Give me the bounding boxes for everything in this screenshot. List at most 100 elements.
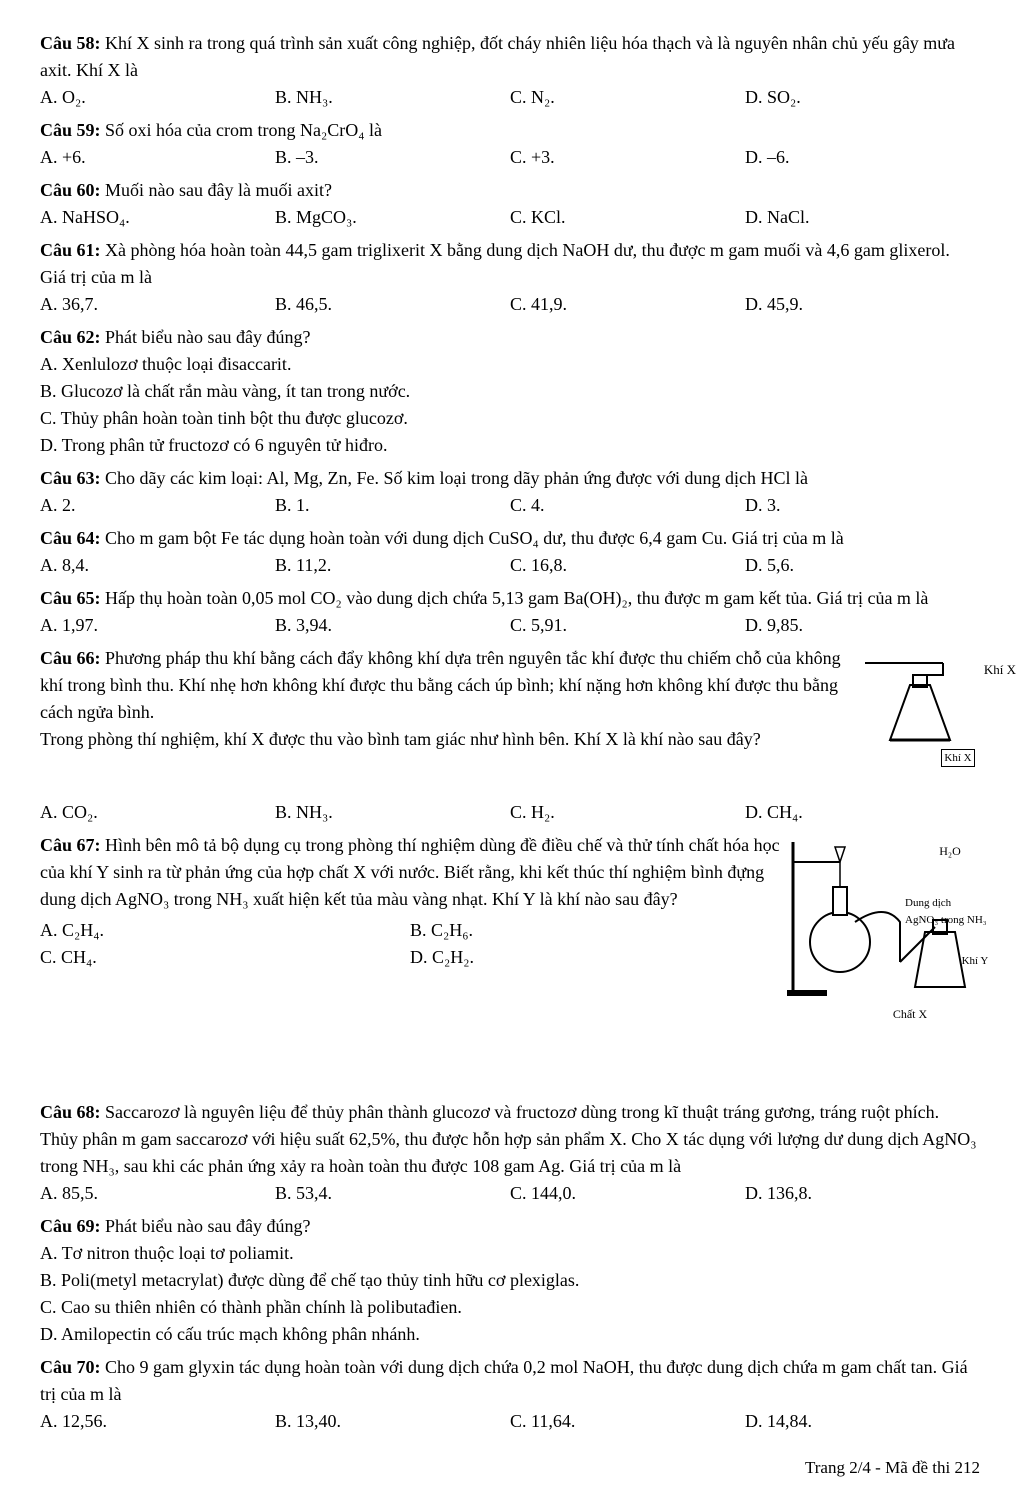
question-67: Câu 67: Hình bên mô tả bộ dụng cụ trong …	[40, 832, 980, 1093]
q67-opt-a: A. C₂H₄.	[40, 917, 410, 944]
q65-stem: Hấp thụ hoàn toàn 0,05 mol CO₂ vào dung …	[101, 588, 929, 608]
q64-options: A. 8,4. B. 11,2. C. 16,8. D. 5,6.	[40, 552, 980, 579]
q67-opt-b: B. C₂H₆.	[410, 917, 780, 944]
q70-opt-d: D. 14,84.	[745, 1408, 980, 1435]
q63-opt-c: C. 4.	[510, 492, 745, 519]
q67-label-h2o: H₂O	[850, 842, 1020, 860]
q68-options: A. 85,5. B. 53,4. C. 144,0. D. 136,8.	[40, 1180, 980, 1207]
q66-figure: Khí X Khí X	[860, 645, 980, 799]
q67-label-sol1: Dung dịch	[905, 897, 951, 909]
q60-opt-d: D. NaCl.	[745, 204, 980, 231]
q62-stem: Phát biểu nào sau đây đúng?	[101, 327, 311, 347]
q66-opt-c: C. H₂.	[510, 799, 745, 826]
q70-opt-b: B. 13,40.	[275, 1408, 510, 1435]
q66-opt-a: A. CO₂.	[40, 799, 275, 826]
q61-stem: Xà phòng hóa hoàn toàn 44,5 gam triglixe…	[40, 240, 950, 287]
q66-opt-d: D. CH₄.	[745, 799, 980, 826]
q69-opt-d: D. Amilopectin có cấu trúc mạch không ph…	[40, 1321, 980, 1348]
q69-number: Câu 69:	[40, 1216, 101, 1236]
q67-figure: H₂O Dung dịch AgNO₃ trong NH₃ Khí Y Chất…	[780, 832, 980, 1093]
question-65: Câu 65: Hấp thụ hoàn toàn 0,05 mol CO₂ v…	[40, 585, 980, 639]
q65-opt-c: C. 5,91.	[510, 612, 745, 639]
q64-opt-a: A. 8,4.	[40, 552, 275, 579]
q68-opt-b: B. 53,4.	[275, 1180, 510, 1207]
q62-number: Câu 62:	[40, 327, 101, 347]
q69-stem: Phát biểu nào sau đây đúng?	[101, 1216, 311, 1236]
q64-opt-d: D. 5,6.	[745, 552, 980, 579]
q70-options: A. 12,56. B. 13,40. C. 11,64. D. 14,84.	[40, 1408, 980, 1435]
q59-opt-b: B. –3.	[275, 144, 510, 171]
q61-opt-d: D. 45,9.	[745, 291, 980, 318]
q63-opt-d: D. 3.	[745, 492, 980, 519]
q61-opt-b: B. 46,5.	[275, 291, 510, 318]
q58-opt-c: C. N₂.	[510, 84, 745, 111]
q61-opt-a: A. 36,7.	[40, 291, 275, 318]
q67-label-sol2: AgNO₃ trong NH₃	[905, 914, 987, 926]
q60-number: Câu 60:	[40, 180, 101, 200]
q67-label-khiy: Khí Y	[875, 953, 1020, 970]
q60-opt-b: B. MgCO₃.	[275, 204, 510, 231]
q60-opt-c: C. KCl.	[510, 204, 745, 231]
q58-stem: Khí X sinh ra trong quá trình sản xuất c…	[40, 33, 955, 80]
q67-number: Câu 67:	[40, 835, 101, 855]
q67-stem: Hình bên mô tả bộ dụng cụ trong phòng th…	[40, 835, 780, 909]
q67-label-sol: Dung dịch AgNO₃ trong NH₃	[905, 895, 1020, 928]
q58-opt-a: A. O₂.	[40, 84, 275, 111]
q59-options: A. +6. B. –3. C. +3. D. –6.	[40, 144, 980, 171]
q66-opt-b: B. NH₃.	[275, 799, 510, 826]
q60-stem: Muối nào sau đây là muối axit?	[101, 180, 332, 200]
q68-number: Câu 68:	[40, 1102, 101, 1122]
q68-stem: Saccarozơ là nguyên liệu để thủy phân th…	[40, 1102, 977, 1176]
question-69: Câu 69: Phát biểu nào sau đây đúng? A. T…	[40, 1213, 980, 1348]
question-59: Câu 59: Số oxi hóa của crom trong Na₂CrO…	[40, 117, 980, 171]
q65-opt-d: D. 9,85.	[745, 612, 980, 639]
q64-opt-b: B. 11,2.	[275, 552, 510, 579]
q59-stem: Số oxi hóa của crom trong Na₂CrO₄ là	[101, 120, 383, 140]
q58-options: A. O₂. B. NH₃. C. N₂. D. SO₂.	[40, 84, 980, 111]
q60-options: A. NaHSO₄. B. MgCO₃. C. KCl. D. NaCl.	[40, 204, 980, 231]
q66-options: A. CO₂. B. NH₃. C. H₂. D. CH₄.	[40, 799, 980, 826]
q63-number: Câu 63:	[40, 468, 101, 488]
q58-opt-b: B. NH₃.	[275, 84, 510, 111]
q64-stem: Cho m gam bột Fe tác dụng hoàn toàn với …	[101, 528, 844, 548]
q67-label-chatx: Chất X	[810, 1005, 1010, 1023]
q63-stem: Cho dãy các kim loại: Al, Mg, Zn, Fe. Số…	[101, 468, 808, 488]
question-58: Câu 58: Khí X sinh ra trong quá trình sả…	[40, 30, 980, 111]
q62-opt-d: D. Trong phân tử fructozơ có 6 nguyên tử…	[40, 432, 980, 459]
q63-opt-b: B. 1.	[275, 492, 510, 519]
q70-opt-c: C. 11,64.	[510, 1408, 745, 1435]
q58-number: Câu 58:	[40, 33, 101, 53]
q65-opt-b: B. 3,94.	[275, 612, 510, 639]
q68-opt-c: C. 144,0.	[510, 1180, 745, 1207]
question-62: Câu 62: Phát biểu nào sau đây đúng? A. X…	[40, 324, 980, 459]
q66-label-bottom: Khí X	[941, 749, 974, 768]
question-60: Câu 60: Muối nào sau đây là muối axit? A…	[40, 177, 980, 231]
q59-number: Câu 59:	[40, 120, 101, 140]
q61-number: Câu 61:	[40, 240, 101, 260]
q62-opt-a: A. Xenlulozơ thuộc loại đisaccarit.	[40, 351, 980, 378]
q58-opt-d: D. SO₂.	[745, 84, 980, 111]
question-70: Câu 70: Cho 9 gam glyxin tác dụng hoàn t…	[40, 1354, 980, 1435]
q65-number: Câu 65:	[40, 588, 101, 608]
q64-opt-c: C. 16,8.	[510, 552, 745, 579]
q64-number: Câu 64:	[40, 528, 101, 548]
page-footer: Trang 2/4 - Mã đề thi 212	[40, 1455, 980, 1481]
q59-opt-d: D. –6.	[745, 144, 980, 171]
q63-options: A. 2. B. 1. C. 4. D. 3.	[40, 492, 980, 519]
q69-opt-a: A. Tơ nitron thuộc loại tơ poliamit.	[40, 1240, 980, 1267]
question-61: Câu 61: Xà phòng hóa hoàn toàn 44,5 gam …	[40, 237, 980, 318]
q67-options: A. C₂H₄. B. C₂H₆. C. CH₄. D. C₂H₂.	[40, 917, 780, 971]
q63-opt-a: A. 2.	[40, 492, 275, 519]
q65-opt-a: A. 1,97.	[40, 612, 275, 639]
q65-options: A. 1,97. B. 3,94. C. 5,91. D. 9,85.	[40, 612, 980, 639]
q69-options: A. Tơ nitron thuộc loại tơ poliamit. B. …	[40, 1240, 980, 1348]
q67-opt-d: D. C₂H₂.	[410, 944, 780, 971]
q60-opt-a: A. NaHSO₄.	[40, 204, 275, 231]
q61-options: A. 36,7. B. 46,5. C. 41,9. D. 45,9.	[40, 291, 980, 318]
q70-number: Câu 70:	[40, 1357, 101, 1377]
q68-opt-a: A. 85,5.	[40, 1180, 275, 1207]
q68-opt-d: D. 136,8.	[745, 1180, 980, 1207]
q66-number: Câu 66:	[40, 648, 101, 668]
question-64: Câu 64: Cho m gam bột Fe tác dụng hoàn t…	[40, 525, 980, 579]
q62-opt-b: B. Glucozơ là chất rắn màu vàng, ít tan …	[40, 378, 980, 405]
